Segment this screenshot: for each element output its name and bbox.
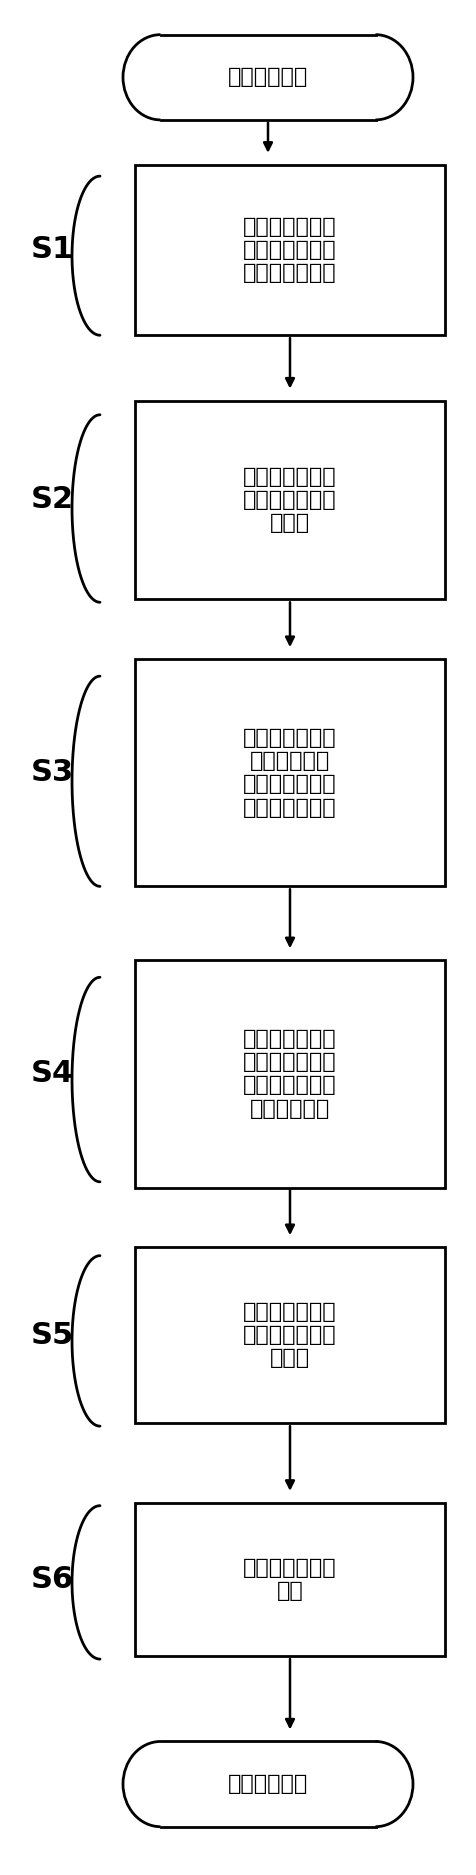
Wedge shape <box>376 1742 413 1826</box>
Text: 采集数据，更新
温度分布计算值
与平均移动速度: 采集数据，更新 温度分布计算值 与平均移动速度 <box>243 218 337 283</box>
Text: 下达炉温最优设
定值: 下达炉温最优设 定值 <box>243 1558 337 1601</box>
FancyBboxPatch shape <box>135 960 445 1187</box>
Text: S1: S1 <box>30 236 74 264</box>
Wedge shape <box>123 34 160 120</box>
Text: 校正各炉区出口
处钢坯温度分布
计算值: 校正各炉区出口 处钢坯温度分布 计算值 <box>243 467 337 532</box>
FancyBboxPatch shape <box>135 1504 445 1656</box>
Wedge shape <box>123 1742 160 1826</box>
Wedge shape <box>376 34 413 120</box>
Text: S2: S2 <box>30 486 74 514</box>
Text: 判断所有钢坯的
最优升温曲线是
否需要更新，如
是则进行更新: 判断所有钢坯的 最优升温曲线是 否需要更新，如 是则进行更新 <box>243 1029 337 1119</box>
Polygon shape <box>160 34 376 120</box>
Text: 控制周期开始: 控制周期开始 <box>228 68 308 88</box>
Text: S5: S5 <box>30 1320 74 1350</box>
Polygon shape <box>160 1742 376 1826</box>
Text: S3: S3 <box>30 758 74 787</box>
Text: S6: S6 <box>30 1566 74 1594</box>
FancyBboxPatch shape <box>135 1247 445 1423</box>
Text: 控制周期结束: 控制周期结束 <box>228 1774 308 1794</box>
Text: 判断是否有新的
钢坯进入加热
炉，如有则计算
其最优升温曲线: 判断是否有新的 钢坯进入加热 炉，如有则计算 其最优升温曲线 <box>243 728 337 818</box>
Text: 采用极值优化算
法求解多目标优
化问题: 采用极值优化算 法求解多目标优 化问题 <box>243 1301 337 1369</box>
FancyBboxPatch shape <box>135 165 445 336</box>
Text: S4: S4 <box>30 1059 74 1088</box>
FancyBboxPatch shape <box>135 401 445 600</box>
FancyBboxPatch shape <box>135 660 445 887</box>
